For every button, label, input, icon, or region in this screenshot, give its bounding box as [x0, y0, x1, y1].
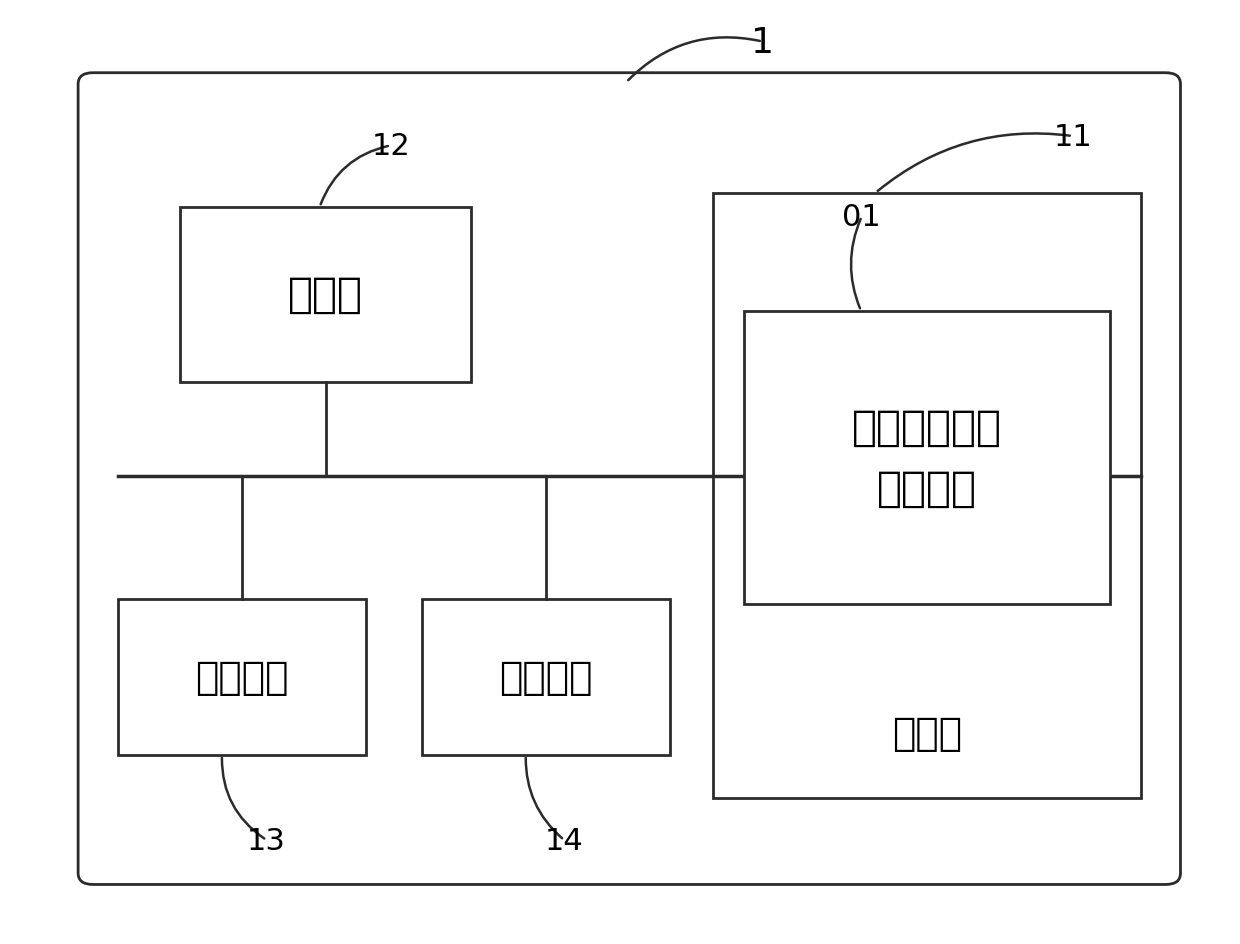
Bar — [744, 312, 1110, 604]
Bar — [422, 599, 670, 755]
Text: 网络接口: 网络接口 — [498, 658, 593, 697]
Text: 12: 12 — [371, 132, 410, 160]
FancyBboxPatch shape — [78, 74, 1180, 885]
Bar — [118, 599, 366, 755]
Text: 1: 1 — [751, 25, 774, 59]
Bar — [713, 194, 1141, 798]
Text: 存储器: 存储器 — [892, 715, 962, 752]
Text: 14: 14 — [544, 826, 584, 854]
Text: 01: 01 — [842, 203, 882, 231]
Text: 13: 13 — [247, 826, 286, 854]
Text: 智能化多线程
聚类程序: 智能化多线程 聚类程序 — [852, 406, 1002, 510]
Text: 通信总线: 通信总线 — [195, 658, 289, 697]
Text: 11: 11 — [1053, 123, 1092, 151]
Text: 处理器: 处理器 — [288, 274, 363, 316]
Bar — [180, 208, 471, 382]
